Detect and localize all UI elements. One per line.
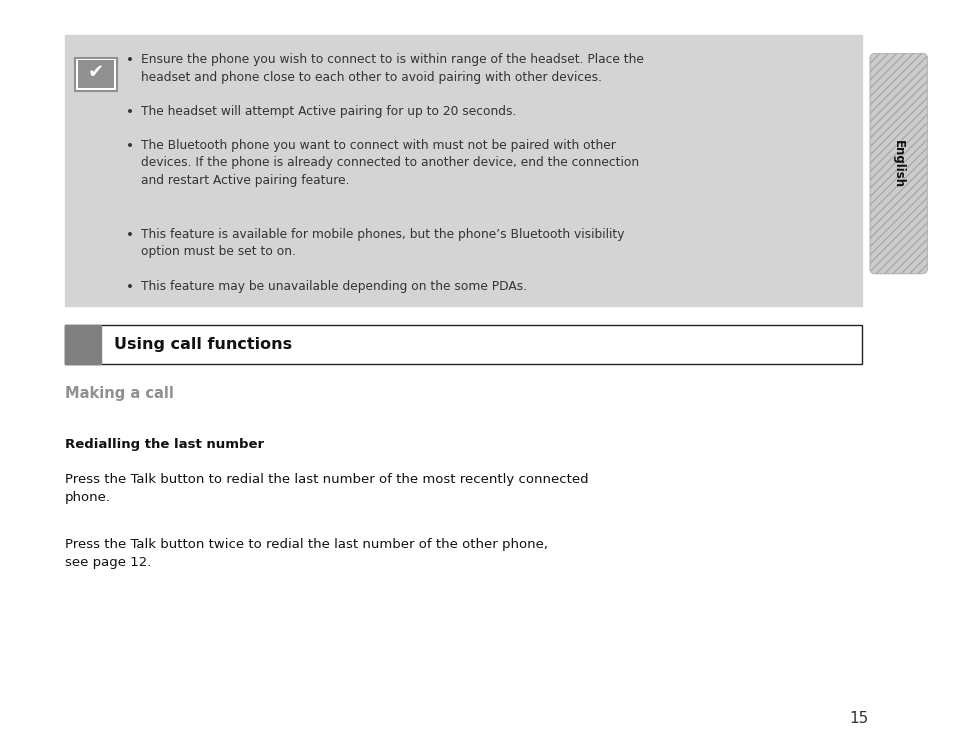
- FancyBboxPatch shape: [65, 35, 862, 306]
- Text: •: •: [126, 228, 133, 242]
- Text: 15: 15: [848, 711, 867, 726]
- Text: The headset will attempt Active pairing for up to 20 seconds.: The headset will attempt Active pairing …: [141, 105, 516, 119]
- Text: This feature is available for mobile phones, but the phone’s Bluetooth visibilit: This feature is available for mobile pho…: [141, 228, 624, 258]
- Text: •: •: [126, 105, 133, 119]
- Text: Press the Talk button to redial the last number of the most recently connected
p: Press the Talk button to redial the last…: [65, 473, 588, 505]
- Text: The Bluetooth phone you want to connect with must not be paired with other
devic: The Bluetooth phone you want to connect …: [141, 139, 639, 187]
- FancyBboxPatch shape: [65, 325, 862, 364]
- FancyBboxPatch shape: [78, 60, 114, 88]
- Text: This feature may be unavailable depending on the some PDAs.: This feature may be unavailable dependin…: [141, 280, 527, 293]
- FancyBboxPatch shape: [65, 325, 101, 364]
- FancyBboxPatch shape: [75, 58, 117, 91]
- Text: Ensure the phone you wish to connect to is within range of the headset. Place th: Ensure the phone you wish to connect to …: [141, 53, 643, 84]
- Text: ✔: ✔: [88, 63, 105, 82]
- Text: Redialling the last number: Redialling the last number: [65, 438, 264, 451]
- Text: •: •: [126, 280, 133, 294]
- Text: English: English: [891, 139, 904, 188]
- Text: •: •: [126, 53, 133, 68]
- Text: Making a call: Making a call: [65, 386, 173, 401]
- FancyBboxPatch shape: [869, 53, 926, 274]
- Text: Using call functions: Using call functions: [114, 337, 293, 352]
- Text: Press the Talk button twice to redial the last number of the other phone,
see pa: Press the Talk button twice to redial th…: [65, 538, 547, 569]
- Text: •: •: [126, 139, 133, 153]
